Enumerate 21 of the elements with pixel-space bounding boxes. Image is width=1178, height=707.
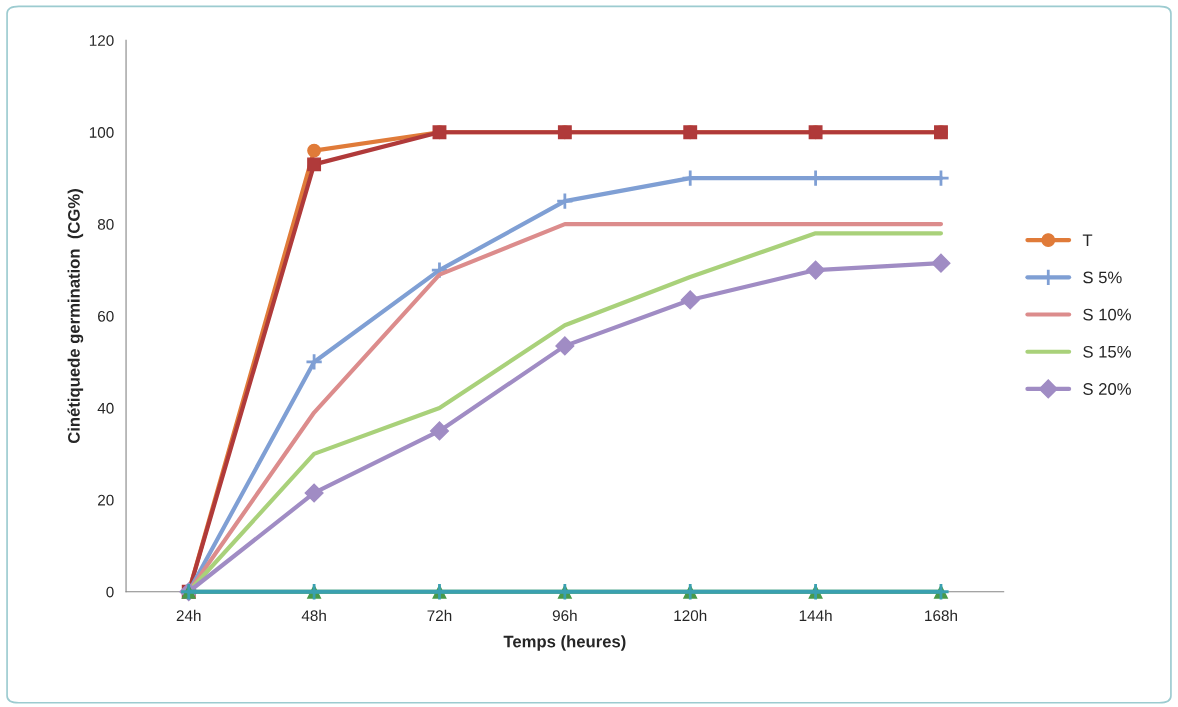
y-tick-label: 0 [106, 586, 114, 598]
x-tick-label: 120h [674, 609, 707, 622]
y-tick-label: 120 [89, 35, 114, 46]
y-tick-label: 20 [98, 494, 114, 506]
x-axis-title: Temps (heures) [503, 635, 626, 651]
legend-label: T [1082, 234, 1093, 246]
x-tick-label: 96h [552, 609, 577, 622]
y-axis-title: Cinétiquede germination (CG%) [67, 189, 84, 444]
x-tick-label: 72h [427, 609, 452, 621]
x-tick-label: 168h [925, 609, 957, 622]
x-tick-label: 24h [176, 609, 201, 621]
legend-label: S 10% [1083, 308, 1131, 321]
y-tick-label: 60 [98, 310, 114, 322]
y-tick-label: 40 [97, 402, 114, 414]
legend-label: S 15% [1083, 345, 1131, 358]
y-tick-label: 100 [89, 127, 114, 138]
legend-label: S 5% [1083, 271, 1122, 284]
x-tick-label: 48h [301, 609, 326, 622]
y-tick-label: 80 [97, 218, 114, 230]
x-tick-label: 144h [799, 609, 832, 621]
legend-label: S 20% [1083, 383, 1131, 395]
